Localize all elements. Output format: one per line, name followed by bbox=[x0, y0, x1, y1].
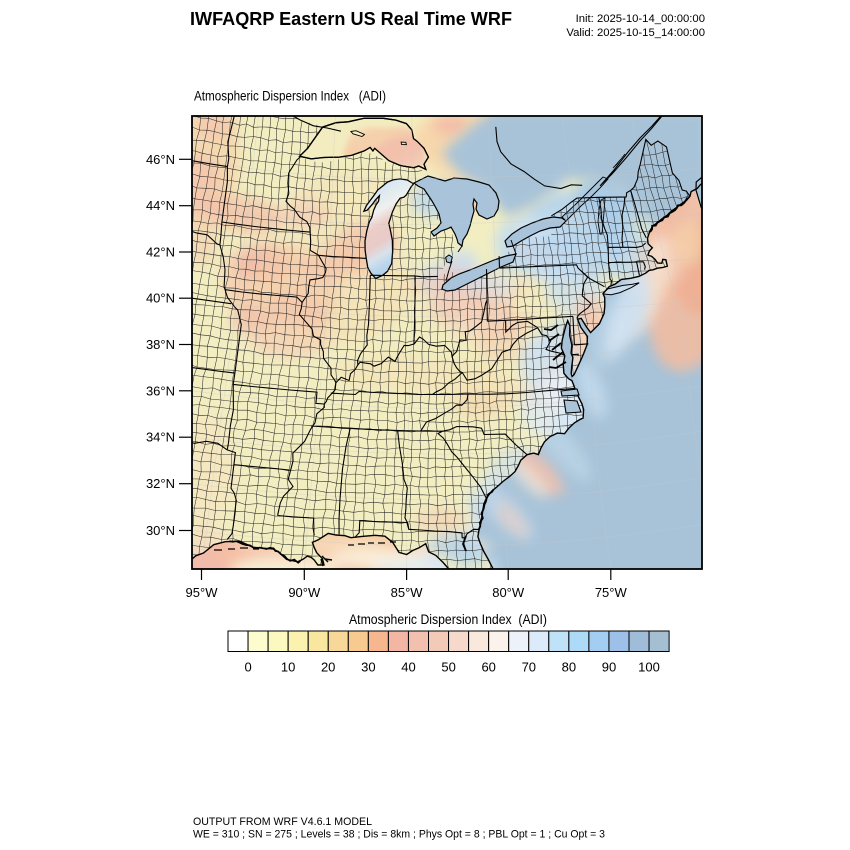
svg-text:Atmospheric Dispersion Index: Atmospheric Dispersion Index (ADI) bbox=[349, 612, 547, 627]
svg-text:80°W: 80°W bbox=[492, 585, 525, 600]
svg-text:0: 0 bbox=[244, 660, 251, 675]
svg-text:75°W: 75°W bbox=[595, 585, 628, 600]
svg-text:38°N: 38°N bbox=[146, 337, 175, 352]
svg-text:70: 70 bbox=[522, 660, 536, 675]
svg-text:44°N: 44°N bbox=[146, 198, 175, 213]
svg-text:90: 90 bbox=[602, 660, 616, 675]
svg-text:30°N: 30°N bbox=[146, 523, 175, 538]
svg-text:WE = 310 ; SN = 275 ; Levels =: WE = 310 ; SN = 275 ; Levels = 38 ; Dis … bbox=[193, 829, 605, 841]
svg-text:20: 20 bbox=[321, 660, 335, 675]
svg-text:Atmospheric Dispersion Index: Atmospheric Dispersion Index (ADI) bbox=[194, 89, 386, 104]
svg-text:40: 40 bbox=[401, 660, 415, 675]
svg-text:90°W: 90°W bbox=[288, 585, 321, 600]
svg-text:95°W: 95°W bbox=[186, 585, 219, 600]
svg-text:46°N: 46°N bbox=[146, 152, 175, 167]
svg-text:34°N: 34°N bbox=[146, 430, 175, 445]
svg-text:32°N: 32°N bbox=[146, 476, 175, 491]
svg-text:42°N: 42°N bbox=[146, 245, 175, 260]
svg-text:Valid: 2025-10-15_14:00:00: Valid: 2025-10-15_14:00:00 bbox=[566, 27, 705, 39]
svg-text:30: 30 bbox=[361, 660, 375, 675]
svg-text:50: 50 bbox=[441, 660, 455, 675]
svg-text:36°N: 36°N bbox=[146, 383, 175, 398]
svg-text:OUTPUT FROM WRF V4.6.1 MODEL: OUTPUT FROM WRF V4.6.1 MODEL bbox=[193, 816, 372, 828]
svg-text:Init: 2025-10-14_00:00:00: Init: 2025-10-14_00:00:00 bbox=[576, 13, 705, 25]
svg-text:40°N: 40°N bbox=[146, 291, 175, 306]
svg-text:IWFAQRP Eastern US Real Time W: IWFAQRP Eastern US Real Time WRF bbox=[190, 9, 512, 29]
svg-text:10: 10 bbox=[281, 660, 295, 675]
svg-text:60: 60 bbox=[481, 660, 495, 675]
svg-text:80: 80 bbox=[562, 660, 576, 675]
svg-text:100: 100 bbox=[638, 660, 660, 675]
svg-text:85°W: 85°W bbox=[391, 585, 424, 600]
